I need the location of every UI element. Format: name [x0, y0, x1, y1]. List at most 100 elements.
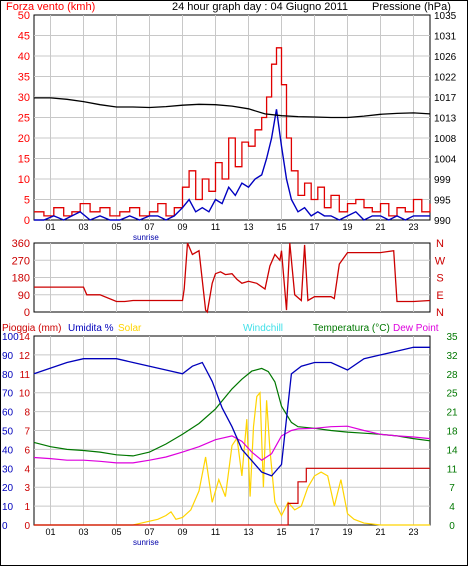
compass-tick-label: N — [436, 307, 444, 319]
wind-y-tick-label: 20 — [18, 133, 30, 145]
humidity-y-tick-label: 40 — [2, 445, 14, 456]
pressure-y-tick-label: 1026 — [434, 52, 457, 63]
weather-panel-x-tick-label: 01 — [45, 527, 55, 537]
rain-y-tick-label: 12 — [19, 351, 31, 362]
dewpoint-line — [33, 425, 431, 464]
pressure-line — [34, 97, 431, 119]
compass-tick-label: W — [435, 255, 446, 267]
wind-y-tick-label: 10 — [18, 174, 30, 186]
pressure-y-tick-label: 990 — [434, 216, 451, 227]
temperature-y-tick-label: 28 — [446, 370, 458, 381]
legend-rain: Pioggia (mm) — [2, 323, 61, 334]
sunrise-label-bottom: sunrise — [133, 538, 159, 547]
compass-tick-label: S — [436, 273, 443, 285]
humidity-y-tick-label: 50 — [2, 427, 14, 438]
wind-y-tick-label: 45 — [18, 31, 30, 43]
wind-panel-x-tick-label: 11 — [211, 222, 220, 232]
humidity-y-tick-label: 10 — [2, 502, 14, 513]
direction-line — [34, 242, 431, 314]
rain-y-tick-label: 8 — [24, 408, 30, 419]
rain-y-tick-label: 6 — [24, 445, 30, 456]
rain-y-tick-label: 3 — [24, 483, 30, 494]
pressure-y-tick-label: 1035 — [434, 11, 457, 22]
direction-y-tick-label: 180 — [12, 273, 30, 285]
temperature-y-tick-label: 35 — [446, 332, 458, 343]
direction-y-tick-label: 90 — [18, 290, 30, 302]
weather-panel-x-tick-label: 09 — [177, 527, 187, 537]
compass-tick-label: E — [436, 290, 443, 302]
temperature-line — [33, 367, 431, 457]
pressure-y-tick-label: 1022 — [434, 73, 457, 84]
legend-dewpoint: Dew Point — [393, 323, 439, 334]
wind-y-tick-label: 40 — [18, 51, 30, 63]
wind-panel-x-tick-label: 23 — [408, 222, 418, 232]
wind-y-tick-label: 25 — [18, 113, 30, 125]
wind-panel-x-tick-label: 19 — [342, 222, 352, 232]
weather-panel-x-tick-label: 13 — [243, 527, 253, 537]
direction-y-tick-label: 270 — [12, 255, 30, 267]
rain-y-tick-label: 14 — [19, 332, 31, 343]
legend-humidity: Umidita % — [68, 323, 114, 334]
solar-line — [34, 391, 430, 526]
wind-y-tick-label: 0 — [24, 215, 30, 227]
wind-y-tick-label: 35 — [18, 72, 30, 84]
wind-average-line — [34, 109, 430, 221]
pressure-y-tick-label: 1031 — [434, 32, 457, 43]
wind-panel-x-tick-label: 13 — [243, 222, 253, 232]
wind-gust-line — [34, 47, 431, 217]
weather-panel-x-tick-label: 19 — [342, 527, 352, 537]
wind-panel-x-tick-label: 17 — [309, 222, 319, 232]
temperature-y-tick-label: 21 — [446, 408, 458, 419]
rain-y-tick-label: 4 — [24, 464, 30, 475]
wind-panel-x-tick-label: 15 — [276, 222, 286, 232]
temperature-y-tick-label: 14 — [446, 445, 458, 456]
weather-panel-x-tick-label: 03 — [78, 527, 88, 537]
temperature-y-tick-label: 25 — [446, 389, 458, 400]
humidity-line — [33, 346, 430, 477]
rain-y-tick-label: 7 — [24, 427, 30, 438]
weather-panel-x-tick-label: 07 — [144, 527, 154, 537]
chart-title: 24 hour graph day : 04 Giugno 2011 — [172, 1, 348, 13]
direction-y-tick-label: 360 — [12, 238, 30, 250]
temperature-y-tick-label: 7 — [449, 483, 455, 494]
humidity-y-tick-label: 30 — [2, 464, 14, 475]
humidity-y-tick-label: 0 — [2, 521, 8, 532]
wind-panel-x-tick-label: 07 — [144, 222, 154, 232]
pressure-y-tick-label: 1013 — [434, 114, 457, 125]
temperature-y-tick-label: 11 — [447, 464, 458, 475]
humidity-y-tick-label: 70 — [2, 389, 14, 400]
rain-y-tick-label: 10 — [19, 389, 31, 400]
temperature-y-tick-label: 18 — [446, 427, 458, 438]
wind-y-tick-label: 30 — [18, 92, 30, 104]
temperature-y-tick-label: 0 — [449, 521, 455, 532]
humidity-y-tick-label: 20 — [2, 483, 14, 494]
pressure-y-tick-label: 995 — [434, 196, 451, 207]
sunrise-label-top: sunrise — [133, 233, 159, 242]
temperature-y-tick-label: 32 — [446, 351, 458, 362]
temperature-y-tick-label: 4 — [449, 502, 455, 513]
legend-windchill: Windchill — [243, 323, 283, 334]
wind-axis-label: Forza vento (kmh) — [6, 1, 95, 13]
pressure-y-tick-label: 1008 — [434, 134, 457, 145]
wind-y-tick-label: 15 — [18, 154, 30, 166]
humidity-y-tick-label: 100 — [2, 332, 19, 343]
wind-panel-x-tick-label: 21 — [375, 222, 385, 232]
pressure-y-tick-label: 1004 — [434, 155, 457, 166]
legend-temperature: Temperatura (°C) — [313, 323, 390, 334]
wind-panel-x-tick-label: 05 — [111, 222, 121, 232]
weather-panel-x-tick-label: 17 — [309, 527, 319, 537]
weather-panel-x-tick-label: 23 — [408, 527, 418, 537]
weather-panel-x-tick-label: 05 — [111, 527, 121, 537]
compass-tick-label: N — [436, 238, 444, 250]
humidity-y-tick-label: 60 — [2, 408, 14, 419]
legend-solar: Solar — [118, 323, 142, 334]
humidity-y-tick-label: 80 — [2, 370, 14, 381]
wind-panel-x-tick-label: 03 — [78, 222, 88, 232]
weather-panel-x-tick-label: 15 — [276, 527, 286, 537]
rain-line — [34, 467, 430, 526]
wind-y-tick-label: 5 — [24, 195, 30, 207]
weather-panel-x-tick-label: 21 — [375, 527, 385, 537]
pressure-y-tick-label: 1017 — [434, 93, 457, 104]
